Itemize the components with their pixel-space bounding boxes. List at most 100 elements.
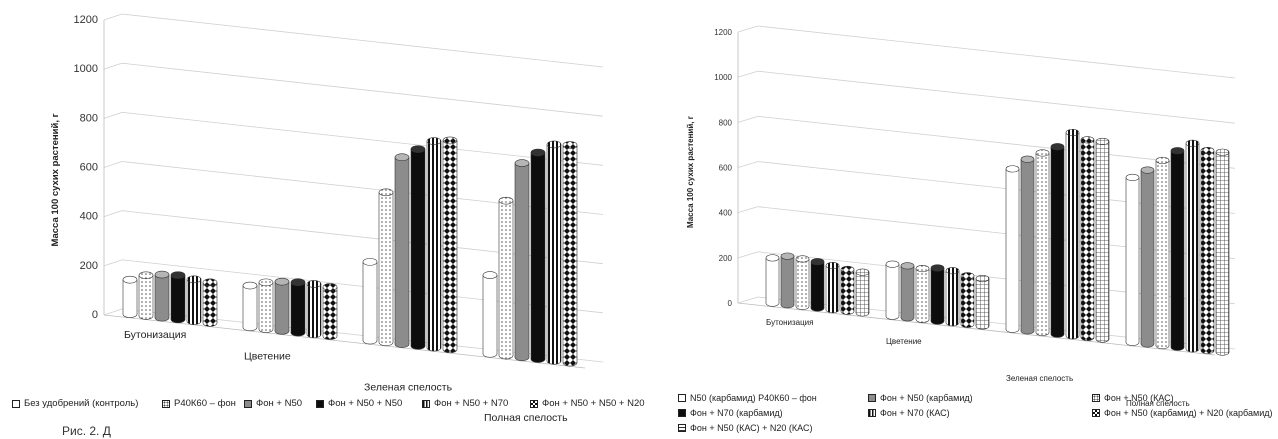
gridline-side bbox=[737, 115, 759, 123]
bar bbox=[122, 275, 138, 318]
legend-label: Р40К60 – фон bbox=[174, 398, 236, 409]
bar bbox=[186, 275, 202, 325]
bar bbox=[795, 255, 810, 310]
bar bbox=[1200, 147, 1215, 355]
bar bbox=[138, 271, 154, 320]
x-category-label: Полная спелость bbox=[1126, 399, 1190, 408]
bar bbox=[1185, 139, 1200, 353]
bar bbox=[1005, 165, 1020, 333]
legend-item: Фон + N50 + N70 bbox=[422, 398, 508, 409]
bar bbox=[975, 274, 990, 330]
gridline bbox=[757, 161, 1236, 214]
legend-swatch bbox=[1092, 409, 1100, 417]
bar bbox=[498, 196, 514, 360]
bar bbox=[562, 141, 578, 367]
legend-swatch bbox=[868, 409, 876, 417]
bar bbox=[410, 145, 426, 350]
legend-swatch bbox=[12, 399, 20, 408]
legend-swatch bbox=[678, 394, 686, 402]
bar bbox=[915, 265, 930, 323]
bar bbox=[306, 280, 322, 339]
legend-swatch bbox=[868, 394, 876, 402]
legend-item: Р40К60 – фон bbox=[162, 398, 236, 409]
legend-item: Без удобрений (контроль) bbox=[12, 398, 138, 409]
legend-label: Фон + N50 + N50 bbox=[328, 398, 403, 409]
legend-swatch bbox=[1092, 394, 1100, 402]
gridline-side bbox=[737, 251, 759, 259]
x-category-label: Цветение bbox=[886, 337, 922, 346]
legend-label: Фон + N70 (КАС) bbox=[880, 408, 950, 418]
gridline bbox=[757, 25, 1236, 79]
gridline bbox=[757, 115, 1236, 169]
gridline-side bbox=[103, 111, 123, 119]
bar bbox=[426, 137, 442, 352]
legend-swatch bbox=[530, 399, 538, 408]
legend-item: Фон + N70 (КАС) bbox=[868, 408, 950, 418]
y-tick-label: 600 bbox=[80, 162, 98, 174]
gridline bbox=[121, 111, 604, 166]
bar bbox=[202, 278, 218, 327]
bar bbox=[1095, 137, 1110, 343]
legend-swatch bbox=[244, 399, 252, 408]
bar bbox=[1035, 149, 1050, 337]
gridline-side bbox=[103, 161, 123, 168]
gridline bbox=[121, 62, 604, 117]
gridline-side bbox=[737, 206, 759, 214]
gridline-side bbox=[737, 296, 759, 304]
bar bbox=[1065, 128, 1080, 340]
chart-2: 0 200 400 600 800 1000 1200 Масса 100 сухих рас… bbox=[686, 25, 1236, 408]
y-tick-label: 200 bbox=[80, 260, 98, 272]
legend-swatch bbox=[678, 409, 686, 417]
legend-item: Фон + N50 (КАС) + N20 (КАС) bbox=[678, 423, 812, 433]
bar bbox=[322, 283, 338, 340]
bar bbox=[290, 278, 306, 337]
legend-item: Фон + N50 + N50 + N20 bbox=[530, 398, 645, 409]
x-axis-line bbox=[737, 302, 1216, 356]
y-axis-title: Масса 100 сухих растений, г bbox=[50, 113, 61, 246]
bar bbox=[482, 271, 498, 358]
bar bbox=[394, 153, 410, 348]
bar bbox=[258, 278, 274, 333]
bar bbox=[1140, 166, 1155, 348]
chart-1: 0 200 400 600 800 1000 1200 Масса 100 сухих рас… bbox=[50, 13, 604, 424]
legend-item: Фон + N50 (КАС) bbox=[1092, 393, 1174, 403]
legend-swatch bbox=[162, 399, 170, 408]
bar bbox=[1050, 143, 1065, 338]
bar bbox=[378, 188, 394, 347]
legend-label: Фон + N50 (карбамид) + N20 (карбамид) bbox=[1104, 408, 1273, 418]
y-axis-title: Масса 100 сухих растений, г bbox=[686, 115, 695, 228]
bar bbox=[765, 254, 780, 307]
gridline-side bbox=[103, 210, 123, 218]
legend-item: Фон + N50 (карбамид) bbox=[868, 393, 973, 403]
y-tick-label: 0 bbox=[728, 299, 733, 308]
bar bbox=[362, 258, 378, 345]
gridline-side bbox=[103, 62, 123, 70]
gridline-side bbox=[737, 161, 759, 168]
legend-label: N50 (карбамид) Р40К60 – фон bbox=[690, 393, 817, 403]
x-category-label: Цветение bbox=[244, 350, 291, 362]
bar bbox=[855, 268, 870, 317]
bar bbox=[840, 265, 855, 315]
y-tick-label: 800 bbox=[719, 118, 733, 127]
bar bbox=[274, 277, 290, 335]
bar bbox=[1170, 147, 1185, 351]
bar bbox=[1020, 155, 1035, 335]
legend-item: N50 (карбамид) Р40К60 – фон bbox=[678, 393, 817, 403]
legend-item: Фон + N50 bbox=[244, 398, 302, 409]
y-tick-label: 1200 bbox=[714, 28, 732, 37]
bar bbox=[825, 262, 840, 314]
y-tick-label: 400 bbox=[80, 211, 98, 223]
y-tick-label: 1000 bbox=[714, 73, 732, 82]
bar bbox=[170, 271, 186, 324]
bar bbox=[885, 260, 900, 320]
y-tick-label: 200 bbox=[719, 254, 733, 263]
x-category-label: Зеленая спелость bbox=[1006, 374, 1073, 383]
bar bbox=[900, 262, 915, 322]
y-tick-label: 1000 bbox=[74, 63, 98, 75]
gridline-side bbox=[103, 13, 123, 21]
legend-label: Фон + N50 (карбамид) bbox=[880, 393, 973, 403]
legend-label: Фон + N50 + N50 + N20 bbox=[542, 398, 645, 409]
bar bbox=[945, 267, 960, 327]
